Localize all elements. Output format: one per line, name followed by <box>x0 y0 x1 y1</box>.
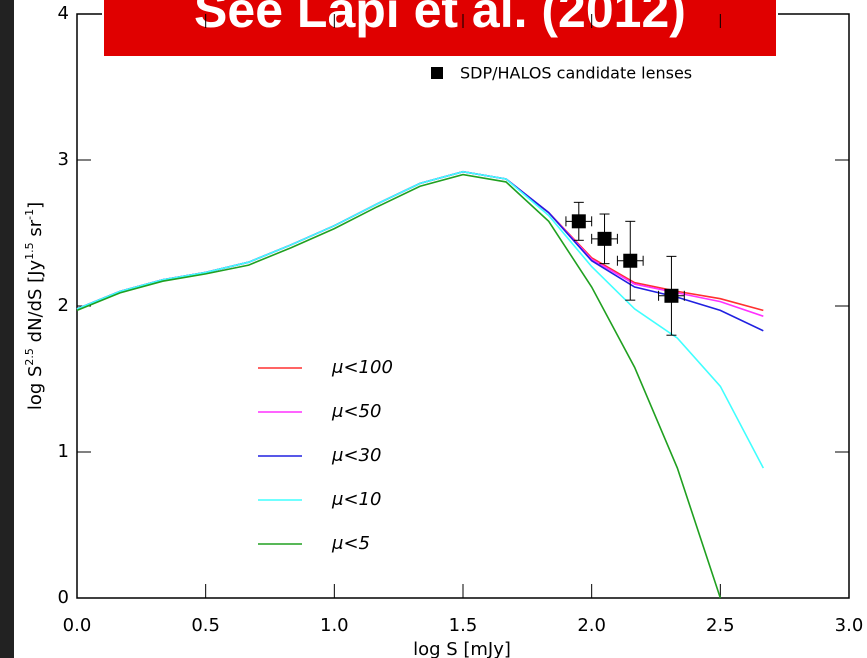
legend-marker <box>431 67 443 79</box>
y-label-part: sr <box>25 219 46 242</box>
x-tick-label: 2.5 <box>706 615 735 636</box>
y-label-part: 2.5 <box>23 348 36 366</box>
title-box <box>102 0 778 58</box>
y-label-part: -1 <box>23 209 36 220</box>
x-axis-label: log S [mJy] <box>413 639 511 658</box>
x-tick-label: 1.5 <box>449 615 478 636</box>
legend-label: μ<100 <box>331 357 393 378</box>
y-label-part: ] <box>25 202 46 209</box>
legend-label: μ<50 <box>331 401 381 422</box>
y-tick-label: 0 <box>58 587 69 608</box>
y-label-part: log S <box>25 366 46 411</box>
y-label-part: dN/dS [Jy <box>25 259 46 348</box>
data-point <box>664 288 679 303</box>
x-tick-label: 0.0 <box>63 615 92 636</box>
chart-title: See Lapi et al. (2012) <box>194 0 686 38</box>
data-point <box>571 214 586 229</box>
series-line <box>76 170 765 469</box>
legend-label: μ<30 <box>331 445 381 466</box>
x-tick-label: 3.0 <box>835 615 864 636</box>
x-tick-label: 1.0 <box>320 615 349 636</box>
x-tick-label: 2.0 <box>577 615 606 636</box>
series-line <box>76 173 722 599</box>
left-strip <box>0 0 14 658</box>
legend-label: μ<10 <box>331 489 381 510</box>
y-tick-label: 1 <box>58 441 69 462</box>
legend-label: SDP/HALOS candidate lenses <box>460 64 692 83</box>
legend-label: μ<5 <box>331 533 370 554</box>
y-tick-label: 3 <box>58 149 69 170</box>
series-line <box>76 170 764 317</box>
x-tick-label: 0.5 <box>191 615 220 636</box>
y-tick-label: 4 <box>58 3 69 24</box>
y-tick-label: 2 <box>58 295 69 316</box>
y-axis-label: log S2.5 dN/dS [Jy1.5 sr-1] <box>23 202 47 410</box>
data-point <box>597 231 612 246</box>
series-line <box>76 170 764 332</box>
data-point <box>623 253 638 268</box>
y-label-part: 1.5 <box>23 242 36 260</box>
